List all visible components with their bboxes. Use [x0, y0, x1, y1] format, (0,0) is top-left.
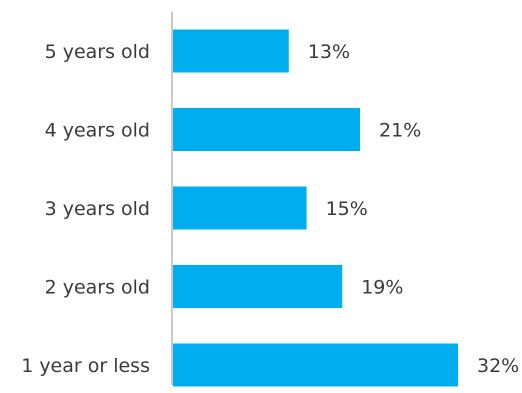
- bar-5: [173, 343, 458, 387]
- value-label: 32%: [477, 355, 519, 377]
- value-label: 21%: [379, 120, 421, 142]
- category-label: 3 years old: [45, 198, 150, 220]
- category-label: 2 years old: [45, 277, 150, 299]
- value-label: 19%: [361, 277, 403, 299]
- bar-1: [173, 29, 289, 73]
- bars-group: 5 years old 13% 4 years old 21% 3 years old 1…: [21, 29, 519, 387]
- value-label: 15%: [326, 198, 368, 220]
- value-label: 13%: [308, 41, 350, 63]
- bar-4: [173, 265, 343, 308]
- category-label: 5 years old: [45, 41, 150, 63]
- bar-3: [173, 186, 307, 230]
- bar-2: [173, 108, 361, 151]
- category-label: 4 years old: [45, 120, 150, 142]
- category-label: 1 year or less: [21, 355, 150, 377]
